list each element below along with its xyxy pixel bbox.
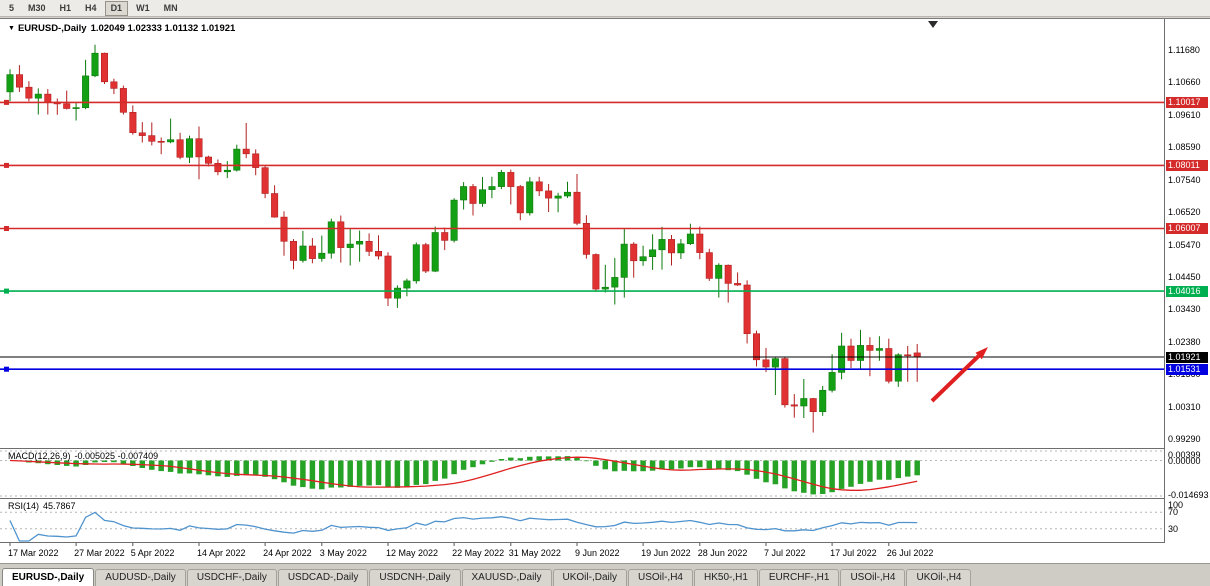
price-axis-tick-label: 1.00310: [1168, 402, 1201, 413]
chart-tabbar: EURUSD-,Daily AUDUSD-,Daily USDCHF-,Dail…: [0, 563, 1210, 586]
macd-axis-label: 0.00399: [1168, 449, 1201, 460]
tab-usoil-h4-2[interactable]: USOil-,H4: [840, 569, 906, 586]
tab-usdcad-daily[interactable]: USDCAD-,Daily: [277, 569, 369, 586]
date-axis-label: 14 Apr 2022: [197, 548, 246, 558]
date-axis-label: 26 Jul 2022: [887, 548, 934, 558]
candlestick-plot[interactable]: [0, 19, 1164, 448]
price-axis-tick-label: 1.05470: [1168, 239, 1201, 250]
date-axis-label: 7 Jul 2022: [764, 548, 806, 558]
date-axis-label: 17 Mar 2022: [8, 548, 59, 558]
tab-xauusd-daily[interactable]: XAUUSD-,Daily: [461, 569, 552, 586]
symbol-dropdown-icon[interactable]: ▼: [8, 25, 15, 32]
price-axis-tick-label: 1.03430: [1168, 304, 1201, 314]
bid-price-badge: 1.01921: [1166, 351, 1208, 363]
date-axis-label: 28 Jun 2022: [698, 548, 748, 558]
candles-group: [6, 44, 921, 433]
panel-separator[interactable]: [0, 448, 1210, 449]
tab-eurchf-h1[interactable]: EURCHF-,H1: [758, 569, 840, 586]
macd-axis-label: 0.00000: [1168, 455, 1201, 466]
price-axis-separator: [1164, 19, 1165, 543]
timeframe-toolbar: 5 M30 H1 H4 D1 W1 MN: [0, 0, 1210, 17]
rsi-value: 45.7867: [43, 501, 76, 511]
timeframe-button-m30[interactable]: M30: [22, 1, 52, 16]
timeframe-button-h1[interactable]: H1: [54, 1, 78, 16]
rsi-axis-label: 70: [1168, 507, 1179, 518]
horizontal-level-lines[interactable]: [0, 99, 1164, 372]
rsi-axis-label: 100: [1168, 499, 1184, 510]
tab-audusd-daily[interactable]: AUDUSD-,Daily: [95, 569, 186, 586]
rsi-axis-label: 30: [1168, 523, 1179, 534]
price-axis-tick-label: 0.99290: [1168, 434, 1201, 445]
panel-separator[interactable]: [0, 498, 1210, 499]
timeframe-button-h4[interactable]: H4: [79, 1, 103, 16]
rsi-line: [9, 511, 918, 542]
date-axis[interactable]: 17 Mar 2022 27 Mar 2022 5 Apr 2022 14 Apr 2…: [0, 543, 1164, 563]
price-axis-tick-label: 1.10660: [1168, 76, 1201, 87]
price-level-badge: 1.04016: [1166, 285, 1208, 297]
date-axis-label: 5 Apr 2022: [131, 548, 175, 558]
price-level-badge: 1.08011: [1166, 159, 1208, 171]
chart-shift-marker-icon[interactable]: [928, 21, 938, 28]
chart-ohlc-values: 1.02049 1.02333 1.01132 1.01921: [90, 23, 236, 34]
date-axis-label: 3 May 2022: [320, 548, 367, 558]
tab-usdcnh-daily[interactable]: USDCNH-,Daily: [369, 569, 461, 586]
price-axis-tick-label: 1.07540: [1168, 174, 1201, 185]
price-axis-tick-label: 1.09610: [1168, 109, 1201, 120]
price-axis-tick-label: 1.11680: [1168, 44, 1200, 55]
macd-name: MACD(12,26,9): [8, 451, 71, 461]
date-axis-label: 22 May 2022: [452, 548, 504, 558]
macd-signal-line: [9, 456, 918, 491]
price-axis[interactable]: 1.11680 1.10660 1.09610 1.08590 1.07540 1.065…: [1165, 19, 1210, 543]
date-axis-label: 27 Mar 2022: [74, 548, 125, 558]
timeframe-button-m5[interactable]: 5: [3, 1, 20, 16]
date-axis-label: 12 May 2022: [386, 548, 438, 558]
price-level-badge: 1.06007: [1166, 223, 1208, 234]
macd-axis-label: -0.014693: [1168, 490, 1209, 500]
rsi-label: RSI(14) 45.7867: [8, 501, 76, 511]
date-axis-label: 19 Jun 2022: [641, 548, 691, 558]
timeframe-button-d1[interactable]: D1: [104, 0, 129, 16]
rsi-name: RSI(14): [8, 501, 40, 511]
price-level-badge: 1.10017: [1166, 96, 1208, 108]
macd-indicator-plot[interactable]: [0, 449, 1164, 498]
tab-hk50-h1[interactable]: HK50-,H1: [693, 569, 758, 586]
tab-eurusd-daily[interactable]: EURUSD-,Daily: [2, 568, 95, 586]
tab-ukoil-daily[interactable]: UKOil-,Daily: [552, 569, 627, 586]
date-axis-label: 9 Jun 2022: [575, 548, 620, 558]
timeframe-button-w1[interactable]: W1: [130, 1, 156, 16]
price-axis-tick-label: 1.06520: [1168, 206, 1201, 217]
date-axis-label: 31 May 2022: [509, 548, 561, 558]
price-axis-tick-label: 1.04450: [1168, 271, 1201, 282]
tab-usoil-h4[interactable]: USOil-,H4: [627, 569, 693, 586]
trend-arrow-annotation[interactable]: [930, 347, 988, 403]
panel-separator[interactable]: [0, 542, 1210, 543]
price-level-badge: 1.01531: [1166, 363, 1208, 375]
macd-values: -0.005025 -0.007409: [74, 451, 159, 461]
chart-title: ▼ EURUSD-,Daily 1.02049 1.02333 1.01132 1.…: [8, 23, 235, 34]
macd-label: MACD(12,26,9) -0.005025 -0.007409: [8, 451, 158, 461]
price-axis-tick-label: 1.02380: [1168, 337, 1201, 347]
date-axis-label: 24 Apr 2022: [263, 548, 312, 558]
price-axis-tick-label: 1.08590: [1168, 141, 1201, 152]
date-axis-label: 17 Jul 2022: [830, 548, 877, 558]
chart-window: 17 Mar 2022 27 Mar 2022 5 Apr 2022 14 Apr 2…: [0, 18, 1210, 563]
tab-ukoil-h4[interactable]: UKOil-,H4: [906, 569, 972, 586]
chart-symbol-label: EURUSD-,Daily: [17, 23, 87, 34]
tab-usdchf-daily[interactable]: USDCHF-,Daily: [186, 569, 277, 586]
rsi-indicator-plot[interactable]: [0, 499, 1164, 542]
timeframe-button-mn[interactable]: MN: [158, 1, 184, 16]
